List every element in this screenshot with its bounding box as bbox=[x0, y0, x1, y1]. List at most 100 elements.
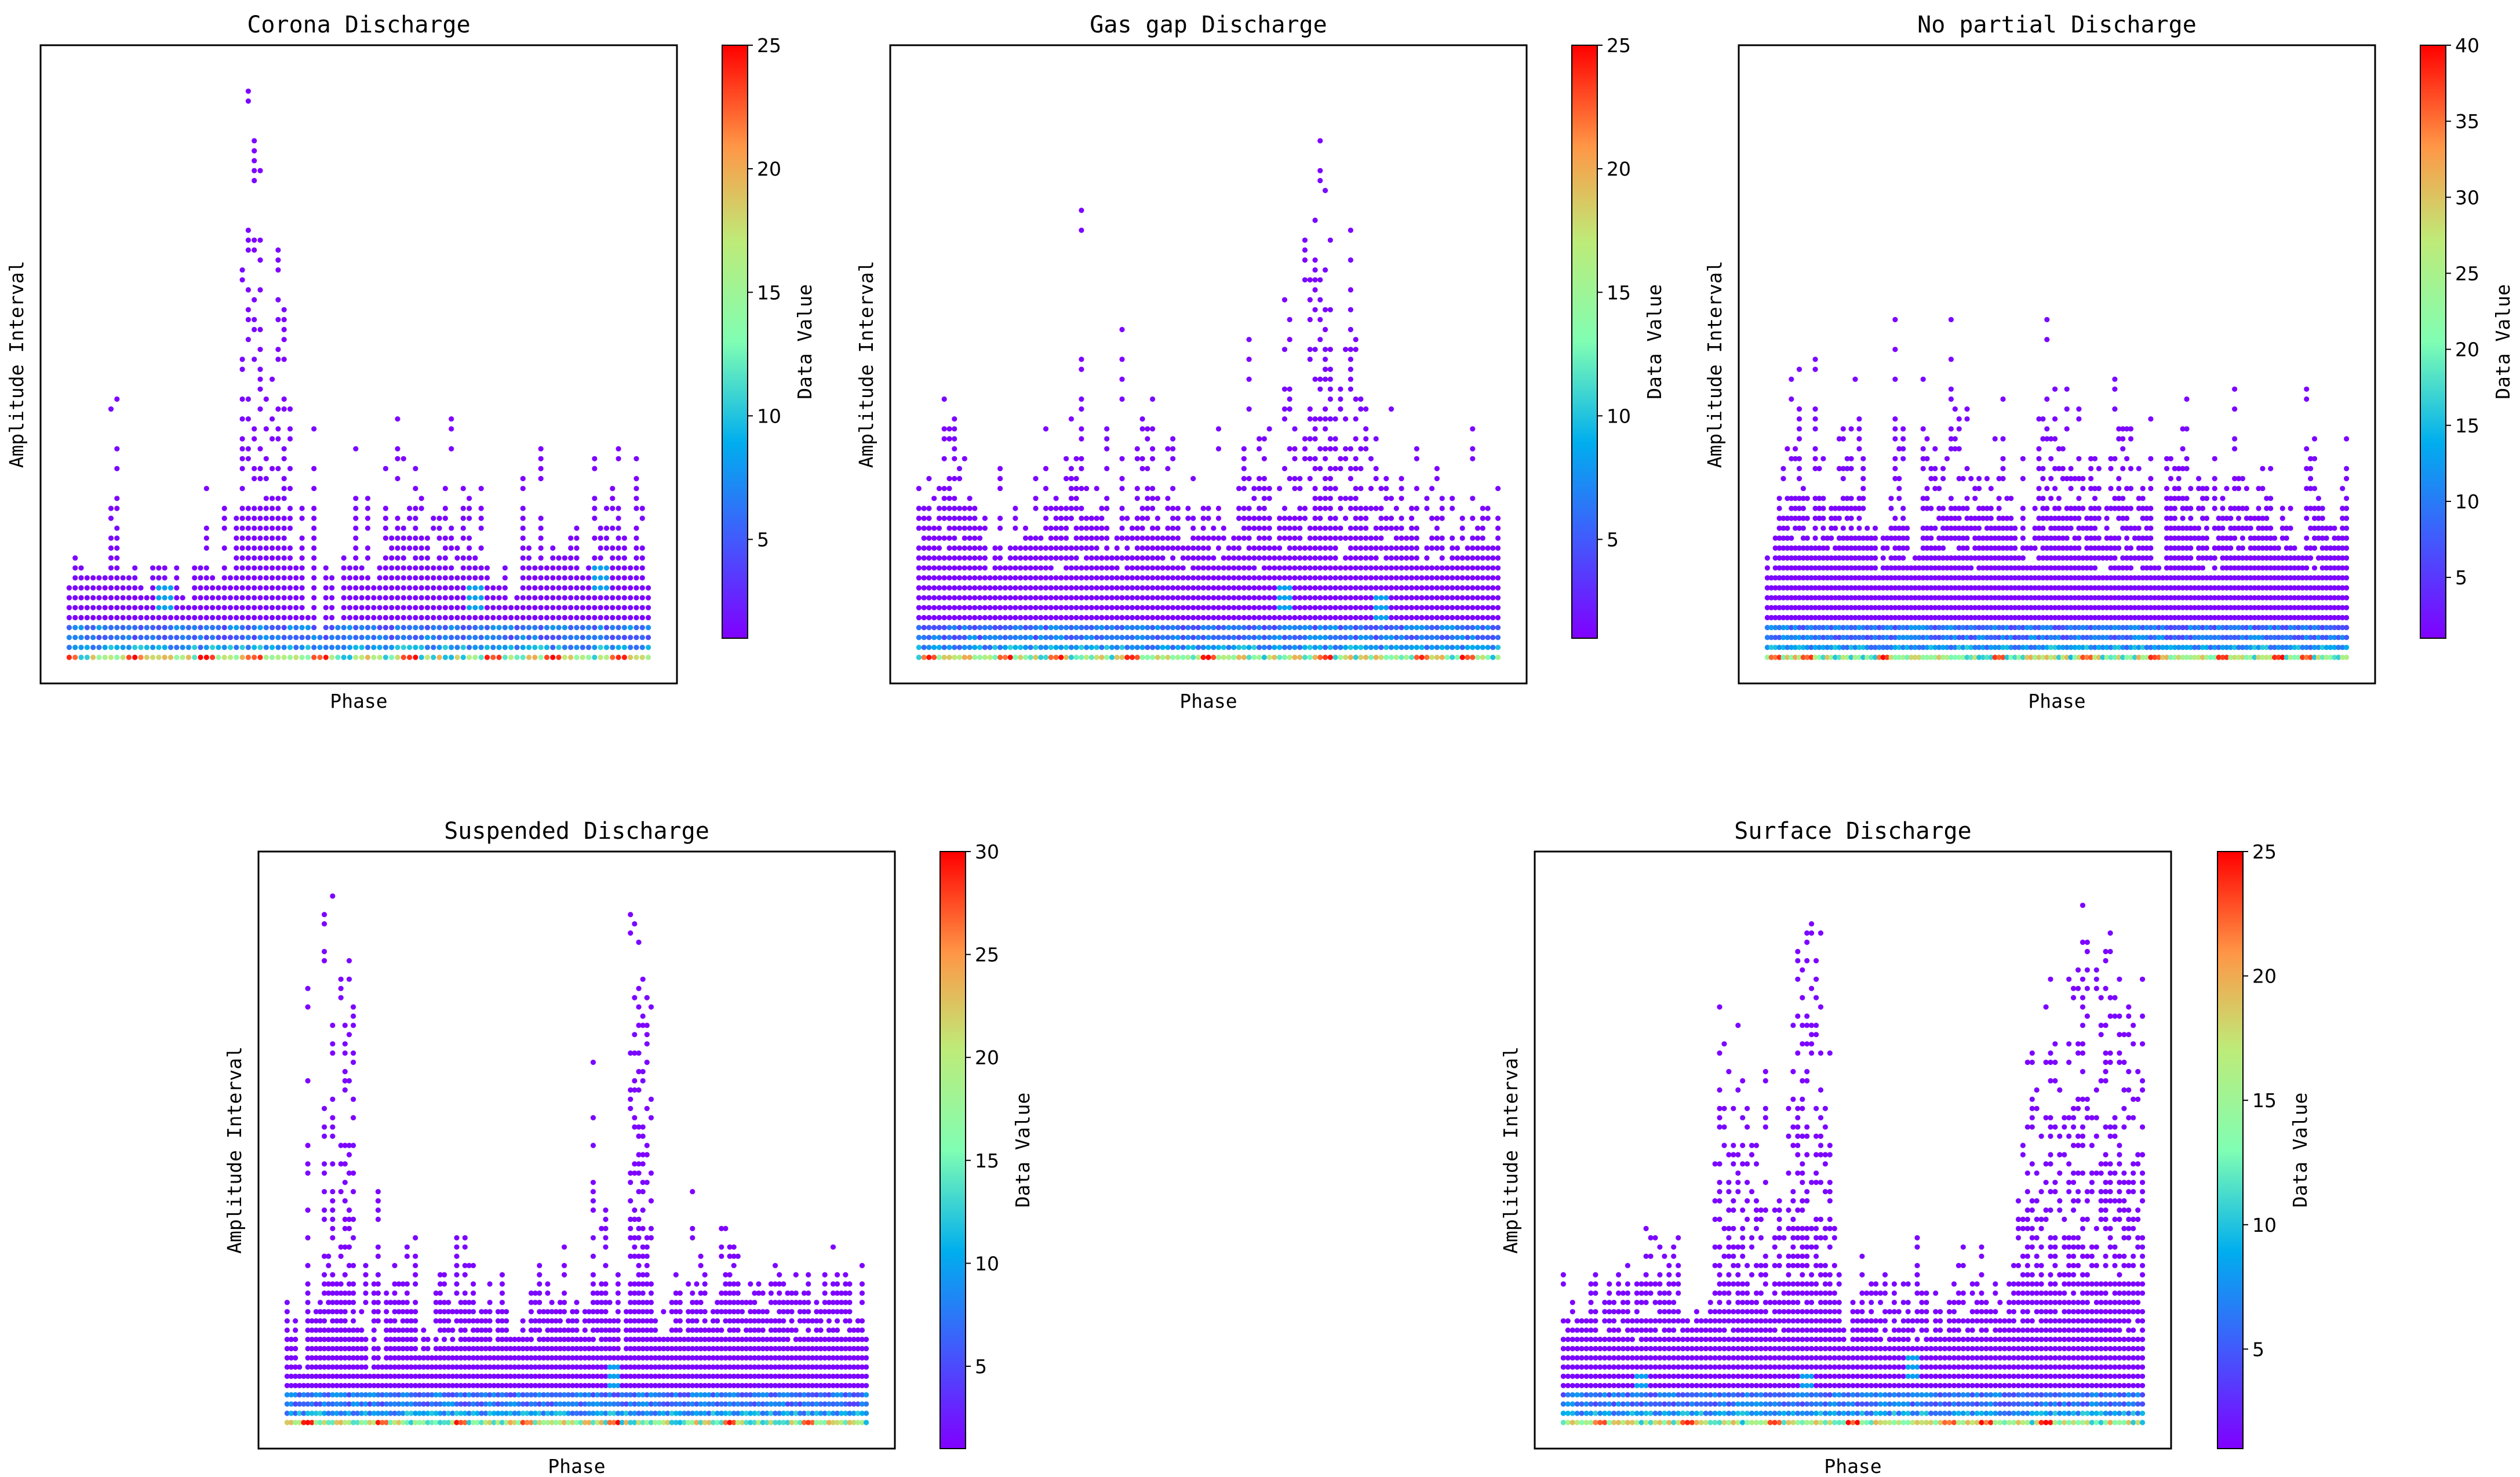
scatter-point bbox=[1215, 575, 1222, 581]
scatter-point bbox=[931, 565, 937, 571]
scatter-point bbox=[2104, 555, 2110, 561]
scatter-point bbox=[1099, 505, 1105, 511]
scatter-point bbox=[1940, 515, 1946, 521]
scatter-point bbox=[1434, 575, 1440, 581]
scatter-point bbox=[1332, 654, 1338, 660]
scatter-point bbox=[1485, 555, 1491, 561]
scatter-point bbox=[2084, 645, 2090, 650]
scatter-point bbox=[1038, 575, 1044, 581]
scatter-point bbox=[526, 605, 532, 610]
scatter-point bbox=[603, 595, 610, 601]
scatter-point bbox=[1480, 505, 1485, 511]
scatter-point bbox=[520, 595, 526, 601]
scatter-point bbox=[1338, 565, 1343, 571]
scatter-point bbox=[1323, 267, 1328, 273]
scatter-point bbox=[1495, 565, 1501, 571]
scatter-point bbox=[2008, 585, 2014, 591]
scatter-point bbox=[1261, 496, 1267, 501]
scatter-point bbox=[502, 605, 508, 610]
scatter-point bbox=[467, 575, 472, 581]
scatter-point bbox=[2008, 496, 2014, 501]
scatter-point bbox=[2104, 605, 2110, 610]
scatter-point bbox=[162, 575, 167, 581]
scatter-point bbox=[2112, 625, 2118, 631]
scatter-point bbox=[1869, 535, 1874, 541]
scatter-point bbox=[2072, 614, 2078, 621]
scatter-point bbox=[987, 575, 993, 581]
scatter-point bbox=[383, 595, 389, 601]
scatter-points bbox=[1764, 316, 2350, 660]
scatter-point bbox=[1317, 277, 1323, 283]
scatter-point bbox=[1972, 575, 1978, 581]
scatter-point bbox=[2048, 476, 2054, 482]
scatter-point bbox=[287, 545, 293, 551]
scatter-point bbox=[926, 605, 932, 610]
scatter-point bbox=[1302, 565, 1308, 571]
scatter-point bbox=[1124, 575, 1130, 581]
scatter-point bbox=[2104, 654, 2110, 660]
scatter-point bbox=[1409, 585, 1415, 591]
scatter-point bbox=[633, 595, 639, 601]
scatter-point bbox=[962, 456, 967, 461]
scatter-point bbox=[2092, 645, 2098, 650]
scatter-point bbox=[1094, 645, 1099, 650]
scatter-point bbox=[203, 545, 209, 551]
scatter-point bbox=[2048, 635, 2054, 641]
scatter-point bbox=[1343, 575, 1349, 581]
scatter-point bbox=[1297, 565, 1303, 571]
scatter-point bbox=[1936, 535, 1942, 541]
scatter-point bbox=[921, 614, 927, 621]
scatter-point bbox=[1190, 575, 1196, 581]
scatter-point bbox=[245, 545, 251, 551]
scatter-point bbox=[460, 555, 466, 561]
scatter-point bbox=[413, 654, 418, 660]
scatter-point bbox=[1317, 555, 1323, 561]
scatter-point bbox=[538, 585, 544, 591]
scatter-point bbox=[1109, 635, 1115, 641]
scatter-point bbox=[1292, 565, 1298, 571]
scatter-point bbox=[921, 645, 927, 650]
scatter-point bbox=[592, 614, 598, 621]
scatter-point bbox=[1170, 654, 1176, 660]
scatter-point bbox=[1928, 525, 1934, 531]
scatter-point bbox=[490, 614, 496, 621]
scatter-point bbox=[1465, 545, 1470, 551]
scatter-point bbox=[1474, 635, 1481, 641]
scatter-point bbox=[400, 585, 406, 591]
scatter-point bbox=[1287, 585, 1292, 591]
scatter-point bbox=[400, 595, 406, 601]
scatter-point bbox=[1114, 605, 1120, 610]
scatter-point bbox=[1317, 645, 1323, 650]
scatter-point bbox=[544, 635, 550, 641]
scatter-point bbox=[472, 585, 478, 591]
scatter-point bbox=[926, 595, 932, 601]
scatter-point bbox=[270, 645, 275, 650]
scatter-point bbox=[1338, 406, 1343, 412]
scatter-point bbox=[1277, 555, 1283, 561]
scatter-point bbox=[1388, 555, 1394, 561]
scatter-point bbox=[520, 625, 526, 631]
scatter-point bbox=[2076, 625, 2082, 631]
scatter-point bbox=[1033, 555, 1039, 561]
scatter-point bbox=[1856, 635, 1862, 641]
scatter-point bbox=[275, 575, 281, 581]
scatter-point bbox=[520, 575, 526, 581]
scatter-point bbox=[1109, 645, 1115, 650]
scatter-point bbox=[926, 645, 932, 650]
scatter-point bbox=[263, 456, 269, 461]
scatter-point bbox=[263, 555, 269, 561]
scatter-point bbox=[520, 515, 526, 521]
scatter-point bbox=[2028, 585, 2034, 591]
scatter-point bbox=[1414, 555, 1419, 561]
scatter-point bbox=[610, 645, 616, 650]
scatter-point bbox=[1912, 555, 1918, 561]
scatter-point bbox=[1429, 535, 1435, 541]
scatter-point bbox=[2040, 585, 2046, 591]
scatter-point bbox=[616, 605, 621, 610]
scatter-point bbox=[1992, 535, 1998, 541]
scatter-point bbox=[1302, 505, 1308, 511]
scatter-point bbox=[1976, 585, 1982, 591]
scatter-point bbox=[1409, 635, 1415, 641]
scatter-point bbox=[1358, 585, 1364, 591]
scatter-point bbox=[263, 396, 269, 402]
